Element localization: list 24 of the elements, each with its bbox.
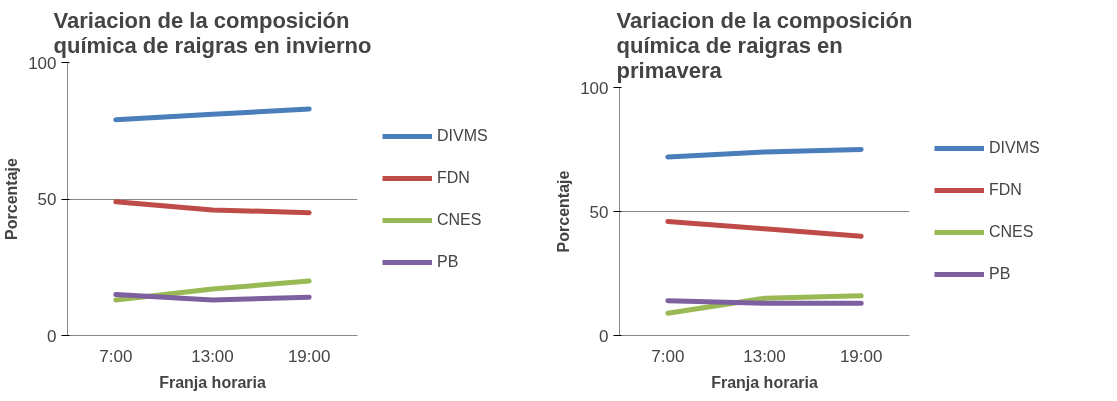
x-tick-label: 19:00: [287, 346, 331, 366]
legend-label: FDN: [989, 181, 1022, 199]
legend-label: PB: [437, 252, 459, 271]
y-tick-label: 100: [580, 78, 609, 98]
y-tick-label: 0: [599, 326, 609, 346]
x-tick-label: 13:00: [191, 346, 234, 366]
legend-label: FDN: [437, 168, 470, 187]
x-tick-label: 19:00: [839, 346, 883, 366]
y-tick-label: 50: [589, 202, 609, 222]
y-axis-title: Porcentaje: [3, 157, 21, 240]
legend-label: DIVMS: [989, 139, 1040, 157]
x-axis-title: Franja horaria: [711, 373, 818, 391]
x-axis-title: Franja horaria: [159, 373, 266, 391]
chart-title: Variacion de la composición química de raigras en primavera: [616, 7, 913, 83]
y-tick-label: 50: [37, 190, 57, 209]
legend-label: CNES: [437, 210, 482, 229]
x-tick-label: 13:00: [743, 346, 786, 366]
x-tick-label: 7:00: [651, 346, 685, 366]
legend-label: DIVMS: [437, 126, 488, 145]
legend-label: PB: [989, 265, 1011, 283]
legend-label: CNES: [989, 223, 1034, 241]
y-axis-title: Porcentaje: [555, 170, 573, 253]
y-tick-label: 0: [47, 326, 57, 346]
x-tick-label: 7:00: [99, 346, 133, 366]
